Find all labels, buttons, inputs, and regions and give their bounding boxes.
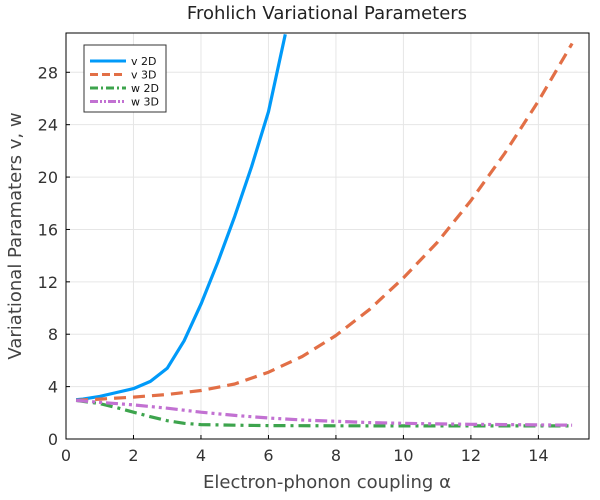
y-tick-label: 4 bbox=[48, 378, 58, 397]
x-tick-label: 2 bbox=[128, 446, 138, 465]
series-layer bbox=[75, 33, 574, 428]
y-axis-label: Variational Paramaters v, w bbox=[5, 112, 26, 359]
x-tick-label: 12 bbox=[461, 446, 481, 465]
y-tick-label: 28 bbox=[38, 63, 58, 82]
series-line-v-3d bbox=[76, 42, 574, 402]
y-tick-label: 16 bbox=[38, 220, 58, 239]
series-line-w-3d bbox=[75, 398, 573, 427]
x-tick-label: 6 bbox=[263, 446, 273, 465]
x-tick-label: 4 bbox=[196, 446, 206, 465]
x-tick-label: 8 bbox=[331, 446, 341, 465]
x-tick-label: 10 bbox=[393, 446, 413, 465]
y-tick-label: 0 bbox=[48, 430, 58, 449]
y-tick-label: 12 bbox=[38, 273, 58, 292]
chart-title: Frohlich Variational Parameters bbox=[187, 3, 467, 24]
legend-label: w 2D bbox=[131, 82, 159, 95]
grid-layer bbox=[65, 33, 589, 440]
plot-frame bbox=[65, 32, 590, 440]
y-tick-label: 8 bbox=[48, 325, 58, 344]
legend-label: v 3D bbox=[131, 69, 156, 82]
y-tick-label: 20 bbox=[38, 168, 58, 187]
legend-label: w 3D bbox=[131, 96, 159, 109]
legend-label: v 2D bbox=[131, 55, 156, 68]
series-line-v-2d bbox=[75, 33, 287, 402]
series-line-w-2d bbox=[75, 398, 573, 428]
x-axis-label: Electron-phonon coupling α bbox=[203, 472, 451, 493]
y-tick-label: 24 bbox=[38, 116, 58, 135]
x-tick-label: 0 bbox=[61, 446, 71, 465]
x-tick-label: 14 bbox=[528, 446, 548, 465]
legend: v 2Dv 3Dw 2Dw 3D bbox=[83, 44, 167, 113]
